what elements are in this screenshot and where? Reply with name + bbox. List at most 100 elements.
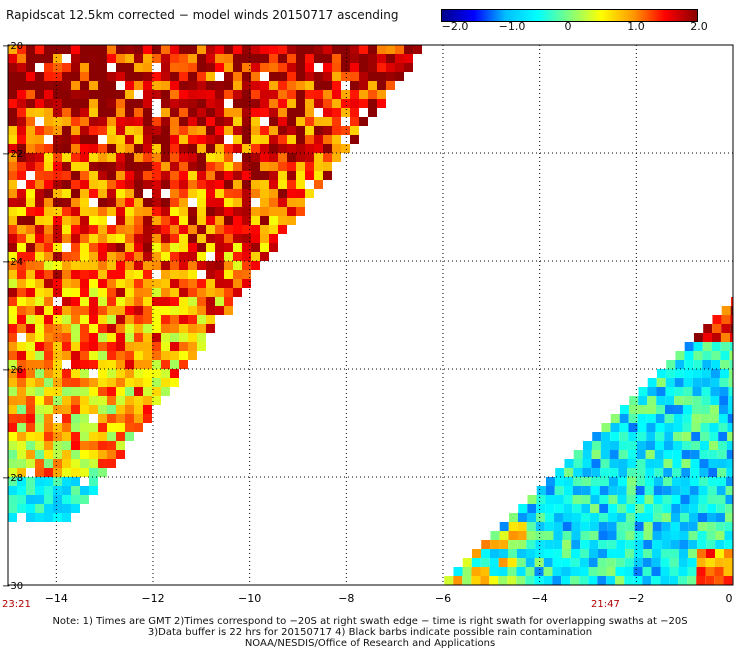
- swath-cell: [26, 504, 35, 513]
- swath-cell: [296, 63, 305, 72]
- swath-cell: [125, 315, 134, 324]
- lon-tick-label: −4: [532, 592, 548, 605]
- swath-cell: [35, 405, 44, 414]
- swath-cell: [563, 477, 573, 486]
- swath-cell: [35, 378, 44, 387]
- swath-cell: [98, 216, 107, 225]
- swath-cell: [314, 144, 323, 153]
- swath-cell: [71, 477, 80, 486]
- swath-cell: [701, 396, 711, 405]
- swath-cell: [683, 387, 693, 396]
- swath-cell: [629, 396, 639, 405]
- swath-cell: [26, 495, 35, 504]
- swath-cell: [646, 405, 656, 414]
- swath-cell: [35, 99, 44, 108]
- swath-cell: [197, 162, 206, 171]
- swath-cell: [53, 225, 62, 234]
- swath-cell: [80, 333, 89, 342]
- swath-cell: [206, 216, 215, 225]
- swath-cell: [314, 180, 323, 189]
- swath-cell: [726, 450, 733, 459]
- swath-cell: [80, 108, 89, 117]
- swath-cell: [251, 45, 260, 54]
- swath-cell: [125, 396, 134, 405]
- swath-cell: [35, 414, 44, 423]
- swath-cell: [89, 126, 98, 135]
- swath-cell: [62, 252, 71, 261]
- swath-cell: [692, 387, 702, 396]
- swath-cell: [687, 576, 697, 585]
- swath-cell: [206, 315, 215, 324]
- swath-cell: [251, 216, 260, 225]
- swath-cell: [80, 99, 89, 108]
- swath-cell: [480, 549, 490, 558]
- swath-cell: [323, 108, 332, 117]
- swath-cell: [98, 126, 107, 135]
- swath-cell: [708, 441, 718, 450]
- swath-cell: [507, 558, 517, 567]
- swath-cell: [682, 405, 692, 414]
- swath-cell: [35, 459, 44, 468]
- swath-cell: [728, 387, 733, 396]
- swath-cell: [107, 297, 116, 306]
- swath-cell: [26, 216, 35, 225]
- swath-cell: [170, 126, 179, 135]
- swath-cell: [359, 45, 368, 54]
- swath-cell: [125, 207, 134, 216]
- swath-cell: [35, 468, 44, 477]
- swath-cell: [206, 297, 215, 306]
- swath-cell: [717, 441, 727, 450]
- axis-labels: −14 −12 −10 −8 −6 −4 −2 0−20−22−24−26−28−30: [2, 41, 733, 605]
- swath-cell: [616, 522, 626, 531]
- swath-cell: [71, 54, 80, 63]
- swath-cell: [17, 63, 26, 72]
- swath-cell: [35, 333, 44, 342]
- swath-cell: [107, 207, 116, 216]
- swath-cell: [143, 360, 152, 369]
- swath-cell: [17, 162, 26, 171]
- swath-cell: [296, 117, 305, 126]
- swath-cell: [197, 171, 206, 180]
- swath-cell: [206, 117, 215, 126]
- swath-cell: [323, 81, 332, 90]
- swath-cell: [251, 54, 260, 63]
- swath-cell: [89, 189, 98, 198]
- swath-cell: [17, 243, 26, 252]
- swath-cell: [89, 396, 98, 405]
- swath-cell: [332, 81, 341, 90]
- swath-cell: [607, 531, 617, 540]
- swath-cell: [71, 90, 80, 99]
- swath-cell: [188, 261, 197, 270]
- swath-cell: [98, 81, 107, 90]
- swath-cell: [525, 558, 535, 567]
- swath-cell: [89, 270, 98, 279]
- swath-cell: [26, 279, 35, 288]
- swath-cell: [702, 342, 712, 351]
- swath-cell: [35, 441, 44, 450]
- swath-cell: [53, 270, 62, 279]
- swath-cell: [8, 504, 17, 513]
- swath-cell: [107, 252, 116, 261]
- swath-cell: [170, 351, 179, 360]
- swath-cell: [269, 117, 278, 126]
- swath-cell: [638, 387, 648, 396]
- swath-cell: [655, 423, 665, 432]
- swath-cell: [287, 189, 296, 198]
- swath-cell: [152, 90, 161, 99]
- swath-cell: [44, 423, 53, 432]
- swath-cell: [35, 144, 44, 153]
- swath-cell: [53, 252, 62, 261]
- swath-cell: [682, 414, 692, 423]
- swath-cell: [305, 144, 314, 153]
- swath-cell: [608, 495, 618, 504]
- swath-cell: [62, 180, 71, 189]
- swath-cell: [152, 315, 161, 324]
- swath-cell: [580, 513, 590, 522]
- swath-cell: [553, 540, 563, 549]
- swath-cell: [296, 180, 305, 189]
- swath-cell: [598, 513, 608, 522]
- swath-cell: [179, 144, 188, 153]
- swath-cell: [305, 45, 314, 54]
- swath-cell: [206, 306, 215, 315]
- swath-cell: [53, 234, 62, 243]
